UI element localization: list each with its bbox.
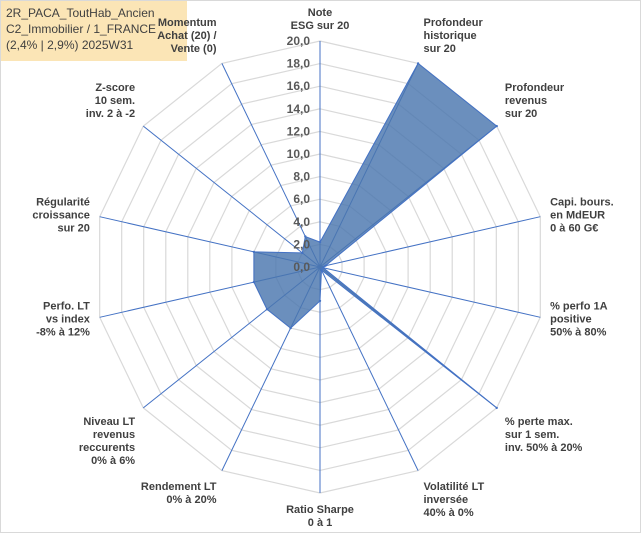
radar-axis-label-line: reccurents [79, 442, 135, 454]
radar-axis-label-line: Z-score [95, 82, 135, 94]
radar-axis-label-line: Volatilité LT [424, 481, 485, 493]
radar-axis-label: Note ESG sur 20 [291, 7, 350, 32]
radar-axis-label: Perfo. LT vs index -8% à 12% [36, 301, 91, 339]
radar-axis-label-line: Niveau LT [83, 416, 135, 428]
radar-tick-label: 0,0 [293, 260, 310, 274]
radar-axis-label-line: 0% à 6% [91, 455, 135, 467]
radar-axis-label-line: 0 à 1 [308, 517, 332, 529]
radar-axis-label-line: en MdEUR [550, 209, 605, 221]
radar-axis-label-line: Note [308, 7, 332, 19]
radar-data-point [252, 250, 256, 254]
radar-axis-label-line: historique [424, 30, 477, 42]
radar-axis-label: % perfo 1A positive 50% à 80% [550, 301, 608, 339]
radar-axis-label-line: vs index [46, 314, 91, 326]
radar-data-point [318, 240, 322, 244]
radar-tick-label: 18,0 [287, 57, 311, 71]
radar-axis-label-line: 50% à 80% [550, 327, 606, 339]
radar-data-point [322, 266, 325, 269]
radar-spoke [319, 266, 541, 318]
radar-axis-label-line: Perfo. LT [43, 301, 90, 313]
radar-axis-label: Momentum Achat (20) / Vente (0) [157, 17, 217, 55]
radar-data-point [320, 268, 323, 272]
radar-tick-label: 8,0 [293, 170, 310, 184]
radar-axis-label-line: Régularité [36, 196, 90, 208]
radar-data-point [318, 299, 322, 303]
info-line-3: (2,4% | 2,9%) 2025W31 [6, 38, 134, 52]
radar-axis-label-line: sur 20 [424, 43, 456, 55]
radar-axis-label-line: % perte max. [505, 416, 573, 428]
radar-axis-label: Capi. bours. en MdEUR 0 à 60 G€ [550, 196, 614, 234]
radar-axis-label-line: sur 1 sem. [505, 429, 559, 441]
radar-spoke [319, 216, 541, 268]
radar-tick-label: 10,0 [287, 147, 311, 161]
radar-tick-label: 14,0 [287, 102, 311, 116]
radar-spoke [319, 266, 419, 471]
radar-axis-label: Niveau LT revenus reccurents 0% à 6% [79, 416, 136, 467]
radar-data-point [301, 251, 304, 255]
radar-axis-label-line: -8% à 12% [36, 327, 90, 339]
radar-data-point [495, 124, 498, 128]
radar-axis-label: Régularité croissance sur 20 [32, 196, 89, 234]
radar-axis-label-line: Momentum [158, 17, 217, 29]
radar-data-point [304, 235, 307, 238]
radar-axis-label-line: % perfo 1A [550, 301, 608, 313]
radar-axis-label-line: 40% à 0% [424, 507, 474, 519]
radar-axis-label-line: 10 sem. [95, 95, 135, 107]
radar-tick-label: 4,0 [293, 215, 310, 229]
radar-axis-label: Rendement LT 0% à 20% [141, 481, 217, 506]
radar-axis-label-line: sur 20 [57, 222, 89, 234]
radar-axis-label-line: ESG sur 20 [291, 20, 350, 32]
chart-info-box: 2R_PACA_ToutHab_Ancien C2_Immobilier / 1… [1, 1, 187, 61]
radar-axis-label-line: Profondeur [505, 82, 565, 94]
radar-data-point [252, 280, 256, 284]
radar-axis-label-line: sur 20 [505, 108, 537, 120]
radar-tick-label: 6,0 [293, 192, 310, 206]
radar-axis-label: Volatilité LT inversée 40% à 0% [424, 481, 485, 519]
radar-spoke [221, 63, 321, 268]
radar-axis-label-line: inv. 50% à 20% [505, 442, 583, 454]
radar-axis-label-line: Achat (20) / [157, 30, 216, 42]
radar-axis-label: % perte max. sur 1 sem. inv. 50% à 20% [505, 416, 583, 454]
radar-data-point [265, 308, 269, 311]
radar-axis-label: Z-score 10 sem. inv. 2 à -2 [86, 82, 135, 120]
radar-axis-label: Profondeur historique sur 20 [424, 17, 484, 55]
radar-data-point [324, 264, 327, 267]
radar-axis-label-line: Ratio Sharpe [286, 504, 354, 516]
radar-axis-label-line: 0% à 20% [166, 494, 216, 506]
radar-axis-label-line: inv. 2 à -2 [86, 108, 135, 120]
radar-tick-label: 20,0 [287, 34, 311, 48]
radar-axis-label-line: Capi. bours. [550, 196, 614, 208]
radar-data-point [289, 326, 292, 330]
radar-axis-label-line: 0 à 60 G€ [550, 222, 598, 234]
radar-tick-label: 2,0 [293, 237, 310, 251]
radar-axis-label-line: revenus [93, 429, 135, 441]
radar-data-point [495, 406, 498, 410]
radar-spoke [142, 125, 321, 268]
radar-axis-label-line: Vente (0) [171, 43, 217, 55]
radar-axis-label-line: positive [550, 314, 592, 326]
radar-axis-label: Ratio Sharpe 0 à 1 [286, 504, 354, 529]
radar-data-point [416, 62, 420, 65]
radar-axis-label-line: inversée [424, 494, 469, 506]
info-line-1: 2R_PACA_ToutHab_Ancien [6, 6, 155, 20]
info-line-2: C2_Immobilier / 1_FRANCE [6, 22, 157, 36]
radar-axis-label-line: croissance [32, 209, 89, 221]
radar-tick-label: 16,0 [287, 79, 311, 93]
radar-axis-label-line: Profondeur [424, 17, 484, 29]
radar-axis-label-line: Rendement LT [141, 481, 217, 493]
radar-axis-label: Profondeur revenus sur 20 [505, 82, 565, 120]
radar-axis-label-line: revenus [505, 95, 547, 107]
radar-tick-label: 12,0 [287, 124, 311, 138]
